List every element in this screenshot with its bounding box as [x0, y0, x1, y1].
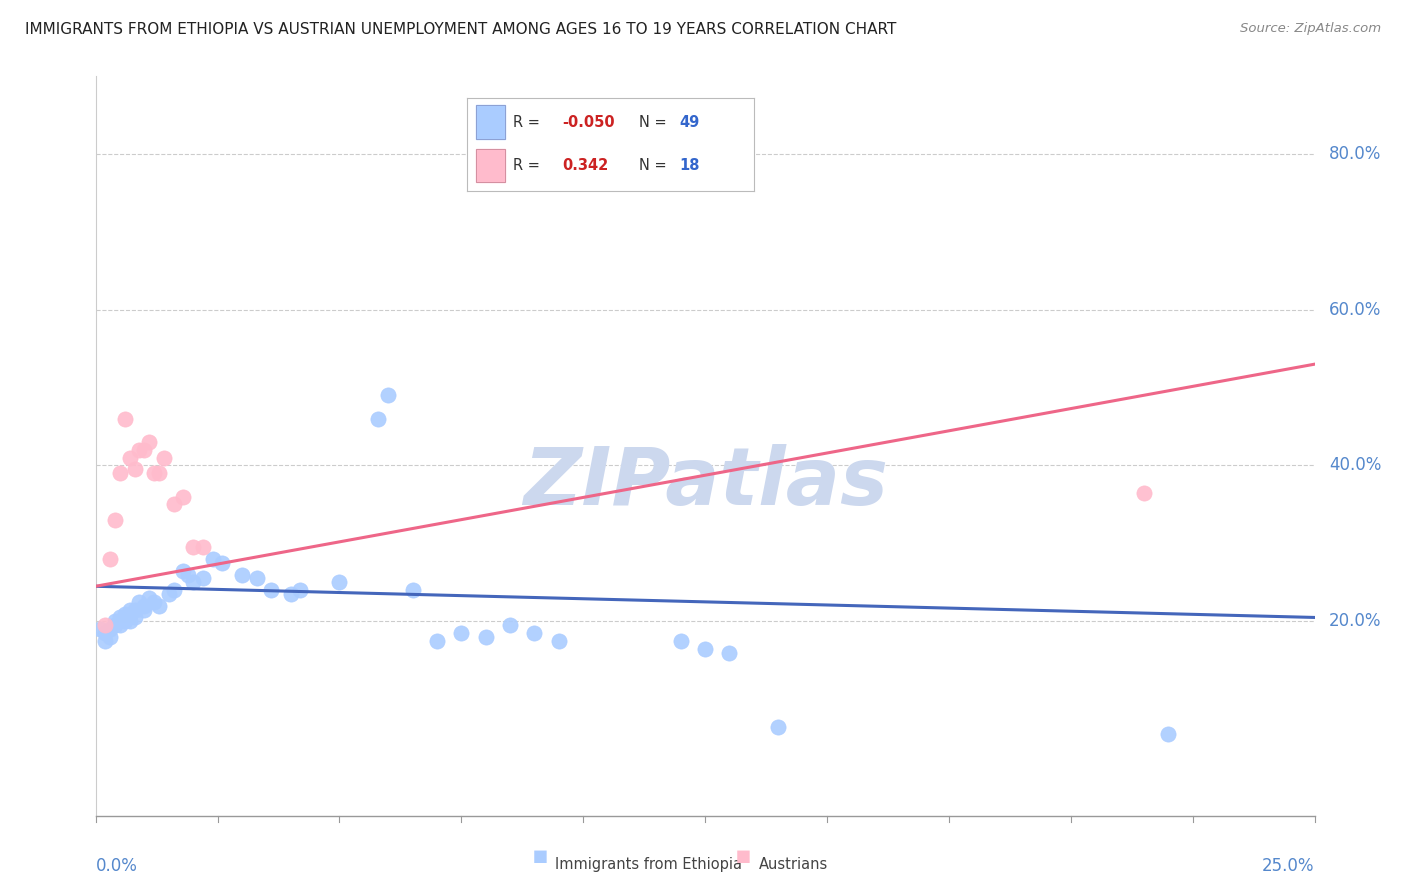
Point	[695, 641, 717, 656]
Point	[108, 618, 131, 632]
Point	[114, 607, 136, 621]
Point	[118, 615, 141, 629]
Point	[89, 622, 111, 636]
Point	[98, 622, 121, 636]
Point	[768, 720, 790, 734]
Point	[162, 583, 184, 598]
Point	[153, 450, 176, 465]
Point	[128, 595, 150, 609]
Point	[118, 602, 141, 616]
Text: 20.0%: 20.0%	[1329, 612, 1382, 631]
Text: Immigrants from Ethiopia: Immigrants from Ethiopia	[555, 857, 742, 872]
Point	[377, 388, 399, 402]
Point	[118, 450, 141, 465]
Point	[94, 633, 117, 648]
Text: ▪: ▪	[735, 844, 752, 868]
Point	[426, 633, 449, 648]
Point	[474, 630, 496, 644]
Point	[290, 583, 312, 598]
Point	[104, 615, 127, 629]
Text: ▪: ▪	[531, 844, 548, 868]
Point	[718, 646, 741, 660]
Point	[245, 572, 267, 586]
Point	[157, 587, 180, 601]
Point	[114, 615, 136, 629]
Point	[134, 442, 156, 457]
Point	[114, 411, 136, 425]
Text: ZIPatlas: ZIPatlas	[523, 444, 887, 522]
Point	[104, 513, 127, 527]
Point	[104, 618, 127, 632]
Point	[499, 618, 522, 632]
Point	[143, 595, 166, 609]
Point	[148, 467, 170, 481]
Point	[172, 564, 194, 578]
Point	[211, 556, 233, 570]
Text: 25.0%: 25.0%	[1263, 857, 1315, 875]
Point	[124, 462, 146, 476]
Point	[328, 575, 350, 590]
Text: 80.0%: 80.0%	[1329, 145, 1382, 162]
Text: 60.0%: 60.0%	[1329, 301, 1382, 318]
Point	[191, 541, 214, 555]
Point	[231, 567, 253, 582]
Point	[280, 587, 302, 601]
Point	[138, 435, 160, 450]
Point	[94, 618, 117, 632]
Point	[450, 626, 472, 640]
Point	[148, 599, 170, 613]
Point	[94, 626, 117, 640]
Point	[98, 630, 121, 644]
Point	[401, 583, 423, 598]
Point	[547, 633, 569, 648]
Point	[124, 602, 146, 616]
Point	[181, 541, 204, 555]
Point	[108, 467, 131, 481]
Point	[98, 552, 121, 566]
Point	[523, 626, 546, 640]
Text: IMMIGRANTS FROM ETHIOPIA VS AUSTRIAN UNEMPLOYMENT AMONG AGES 16 TO 19 YEARS CORR: IMMIGRANTS FROM ETHIOPIA VS AUSTRIAN UNE…	[25, 22, 897, 37]
Point	[108, 610, 131, 624]
Point	[134, 599, 156, 613]
Point	[367, 411, 389, 425]
Point	[181, 575, 204, 590]
Point	[134, 602, 156, 616]
Point	[128, 442, 150, 457]
Point	[177, 567, 200, 582]
Text: 40.0%: 40.0%	[1329, 457, 1382, 475]
Point	[201, 552, 224, 566]
Point	[260, 583, 283, 598]
Point	[138, 591, 160, 605]
Point	[172, 490, 194, 504]
Point	[669, 633, 692, 648]
Point	[1157, 727, 1180, 741]
Point	[191, 572, 214, 586]
Point	[162, 498, 184, 512]
Text: Source: ZipAtlas.com: Source: ZipAtlas.com	[1240, 22, 1381, 36]
Text: 0.0%: 0.0%	[96, 857, 138, 875]
Point	[124, 610, 146, 624]
Point	[143, 467, 166, 481]
Point	[1133, 485, 1156, 500]
Text: Austrians: Austrians	[759, 857, 828, 872]
